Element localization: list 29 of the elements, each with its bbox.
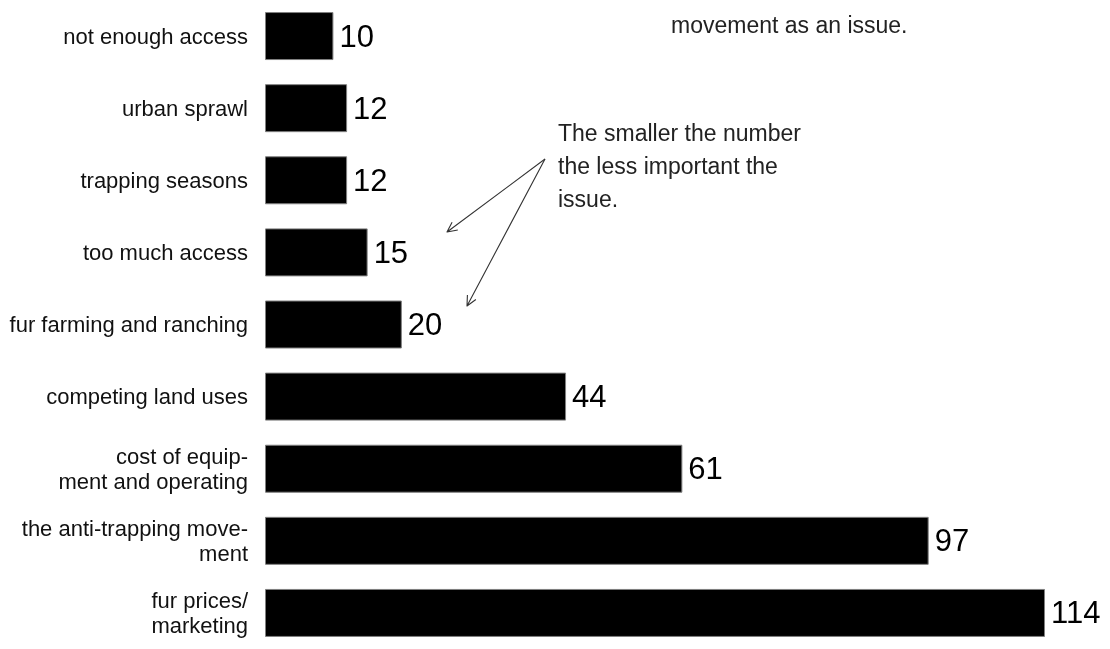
data-label: 10 bbox=[339, 18, 374, 54]
data-label: 114 bbox=[1051, 595, 1101, 631]
y-tick-label: the anti-trapping move- ment bbox=[21, 515, 248, 566]
bar bbox=[265, 300, 402, 349]
bar bbox=[265, 84, 348, 133]
y-tick-label: too much access bbox=[82, 239, 248, 265]
bar bbox=[265, 12, 334, 61]
data-label: 44 bbox=[572, 379, 607, 415]
bar bbox=[265, 372, 567, 421]
bar bbox=[265, 444, 683, 493]
data-label: 20 bbox=[407, 307, 443, 342]
bar bbox=[265, 516, 929, 565]
y-tick-label: urban sprawl bbox=[122, 95, 248, 121]
y-tick-label: cost of equip- ment and operating bbox=[58, 443, 248, 494]
data-label: 61 bbox=[688, 451, 723, 487]
annotation: movement as an issue. bbox=[671, 11, 908, 38]
y-tick-label: competing land uses bbox=[46, 384, 248, 410]
y-tick-label: fur prices/ marketing bbox=[151, 587, 249, 638]
bar bbox=[265, 588, 1045, 637]
bar bbox=[265, 156, 348, 205]
y-tick-label: not enough access bbox=[63, 23, 248, 49]
data-label: 12 bbox=[353, 90, 388, 126]
data-label: 97 bbox=[934, 523, 970, 559]
annotation: The smaller the number the less important the issue. bbox=[558, 119, 808, 212]
y-tick-label: fur farming and ranching bbox=[9, 312, 248, 337]
bar bbox=[265, 228, 368, 277]
data-label: 12 bbox=[353, 162, 388, 198]
y-tick-label: trapping seasons bbox=[80, 167, 248, 193]
data-label: 15 bbox=[373, 234, 409, 270]
